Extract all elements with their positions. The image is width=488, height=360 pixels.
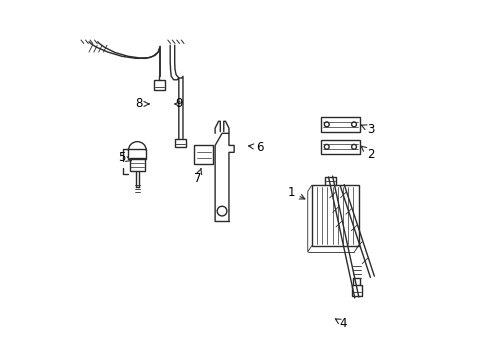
Text: 8: 8 — [135, 98, 149, 111]
Text: 9: 9 — [175, 98, 182, 111]
Text: 2: 2 — [361, 146, 374, 161]
Bar — [320, 117, 360, 132]
Bar — [128, 149, 146, 159]
Text: 5: 5 — [118, 151, 131, 164]
Text: 7: 7 — [194, 169, 201, 185]
Text: 4: 4 — [335, 317, 346, 330]
Bar — [129, 158, 144, 171]
Bar — [320, 140, 360, 154]
Bar — [154, 81, 164, 90]
Bar — [311, 185, 358, 246]
Bar — [174, 139, 185, 147]
Text: 1: 1 — [287, 186, 304, 199]
Bar — [194, 145, 213, 165]
Text: 6: 6 — [248, 141, 263, 154]
Bar — [351, 285, 361, 296]
Text: 3: 3 — [361, 123, 374, 136]
